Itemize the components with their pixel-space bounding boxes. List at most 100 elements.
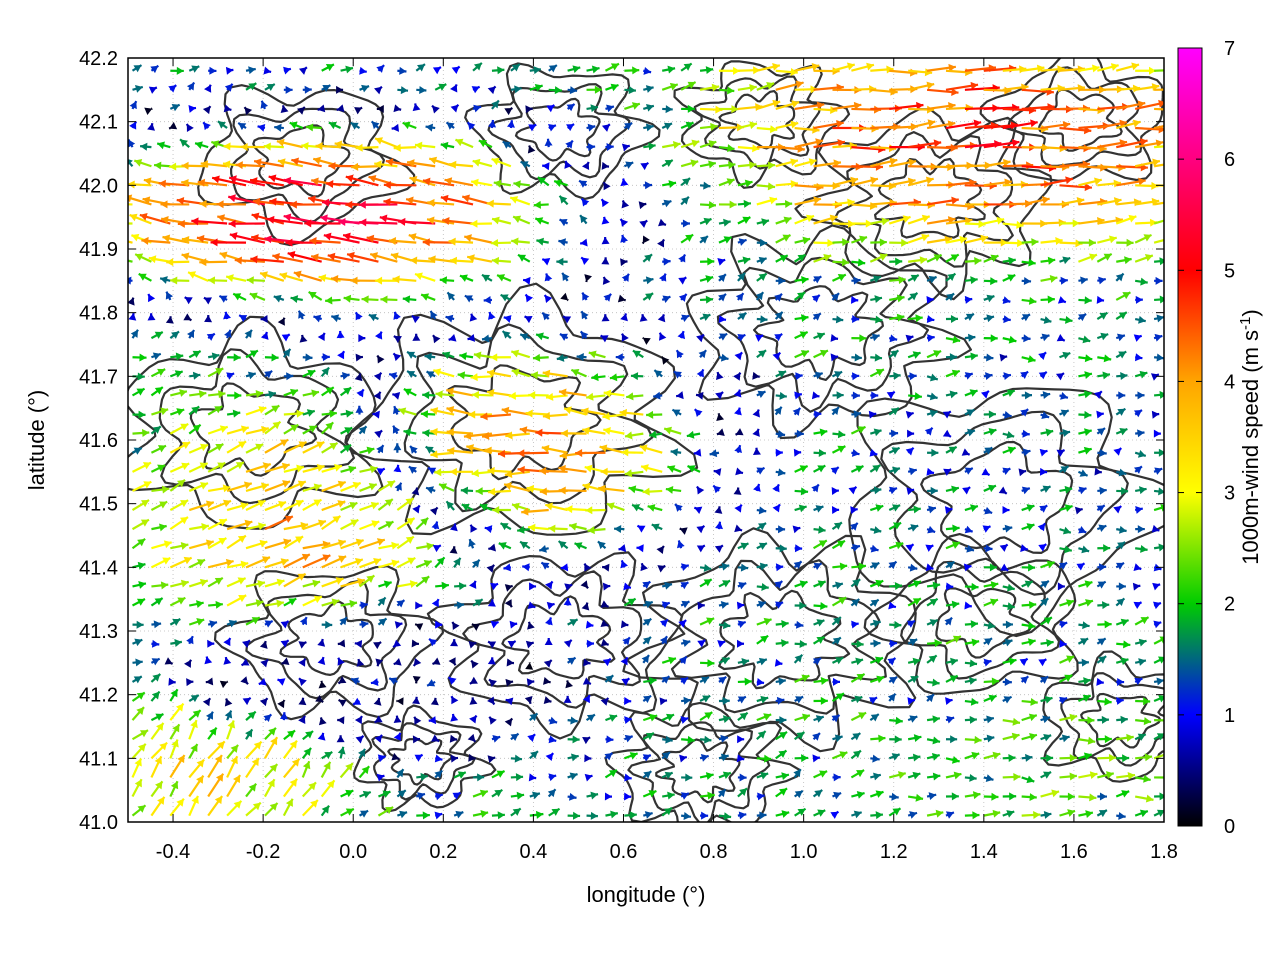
terrain-contour <box>197 84 416 247</box>
wind-arrow <box>643 676 657 685</box>
wind-arrow <box>718 579 731 588</box>
wind-arrow <box>945 524 960 533</box>
wind-arrow <box>370 678 379 686</box>
wind-arrow-head <box>374 430 383 439</box>
wind-arrow <box>487 640 497 649</box>
wind-arrow <box>888 807 902 817</box>
wind-arrow-head <box>681 563 689 571</box>
wind-arrow <box>188 758 205 779</box>
wind-arrow-head <box>1008 657 1017 666</box>
wind-arrow <box>718 656 731 665</box>
wind-arrow-head <box>932 678 940 687</box>
wind-arrow <box>393 335 402 344</box>
wind-arrow <box>403 428 417 437</box>
wind-arrow <box>812 635 826 645</box>
wind-arrow-head <box>471 559 480 568</box>
wind-arrow-head <box>569 522 577 531</box>
wind-arrow-head <box>514 754 523 763</box>
wind-arrow <box>756 582 769 591</box>
wind-arrow-head <box>1040 598 1049 607</box>
wind-arrow <box>337 350 346 360</box>
wind-arrow-head <box>515 773 524 782</box>
wind-arrow <box>1020 675 1030 684</box>
wind-arrow <box>339 616 348 626</box>
wind-arrow-head <box>630 372 639 381</box>
wind-arrow-head <box>508 391 516 400</box>
wind-arrow-head <box>230 756 238 765</box>
wind-arrow <box>651 523 663 531</box>
wind-arrow-head <box>172 618 181 626</box>
wind-arrow <box>1021 355 1036 363</box>
wind-arrow <box>586 392 606 401</box>
wind-arrow <box>1153 390 1164 399</box>
wind-arrow-head <box>1163 750 1164 752</box>
wind-arrow-head <box>180 542 189 550</box>
wind-arrow <box>1097 753 1117 762</box>
wind-arrow <box>813 619 825 627</box>
terrain-contour <box>685 224 972 440</box>
wind-arrow <box>926 752 940 761</box>
wind-arrow <box>170 579 189 588</box>
wind-arrow-head <box>1153 620 1162 629</box>
wind-arrow <box>432 657 441 666</box>
wind-arrow <box>529 712 539 722</box>
wind-arrow <box>169 780 179 798</box>
wind-arrow <box>354 311 363 321</box>
wind-arrow-head <box>375 276 383 285</box>
wind-arrow-head <box>270 737 278 746</box>
wind-arrow-head <box>642 337 651 345</box>
wind-arrow <box>1078 371 1093 379</box>
wind-arrow-head <box>1158 656 1164 664</box>
wind-arrow <box>850 673 866 683</box>
wind-arrow <box>964 295 973 304</box>
wind-arrow-head <box>620 258 628 267</box>
wind-arrow-head <box>313 595 322 604</box>
wind-arrow <box>1002 446 1016 455</box>
wind-arrow-head <box>415 601 423 610</box>
wind-arrow-head <box>487 657 496 665</box>
wind-arrow <box>1019 657 1029 666</box>
wind-arrow-head <box>226 274 234 282</box>
wind-arrow <box>659 273 667 282</box>
wind-arrow-head <box>713 485 722 494</box>
wind-arrow <box>282 798 294 817</box>
wind-arrow <box>1153 504 1164 512</box>
wind-arrow <box>907 638 918 646</box>
wind-arrow <box>434 792 444 801</box>
wind-arrow-head <box>733 372 741 381</box>
wind-arrow <box>150 713 164 722</box>
wind-arrow <box>1115 597 1126 607</box>
wind-arrow-head <box>736 639 745 648</box>
wind-arrow <box>618 544 627 552</box>
wind-arrow-head <box>215 600 223 609</box>
wind-arrow-head <box>909 811 918 819</box>
wind-arrow <box>662 735 673 744</box>
wind-arrow-head <box>431 734 440 742</box>
wind-arrow <box>1078 545 1090 554</box>
wind-arrow <box>487 696 496 706</box>
wind-arrow <box>811 483 820 493</box>
wind-arrow-head <box>839 751 848 759</box>
wind-arrow-head <box>586 714 595 722</box>
wind-arrow <box>1113 505 1122 514</box>
wind-arrow <box>398 407 417 416</box>
wind-arrow <box>585 713 596 722</box>
wind-arrow-head <box>530 751 538 759</box>
wind-arrow <box>374 734 383 743</box>
wind-arrow <box>733 487 742 495</box>
wind-arrow-head <box>757 731 766 739</box>
wind-arrow-head <box>774 581 783 589</box>
wind-arrow <box>131 729 149 741</box>
wind-arrow <box>403 388 417 397</box>
wind-arrow-head <box>247 711 256 720</box>
wind-arrow <box>983 734 995 743</box>
wind-arrow-head <box>558 486 566 495</box>
wind-arrow-head <box>396 697 404 706</box>
wind-arrow <box>621 677 631 686</box>
wind-arrow <box>1040 789 1060 798</box>
wind-arrow <box>472 598 484 607</box>
wind-arrow <box>378 559 400 569</box>
wind-arrow <box>567 811 581 820</box>
wind-arrow-head <box>160 276 168 284</box>
wind-arrow-head <box>735 428 744 436</box>
